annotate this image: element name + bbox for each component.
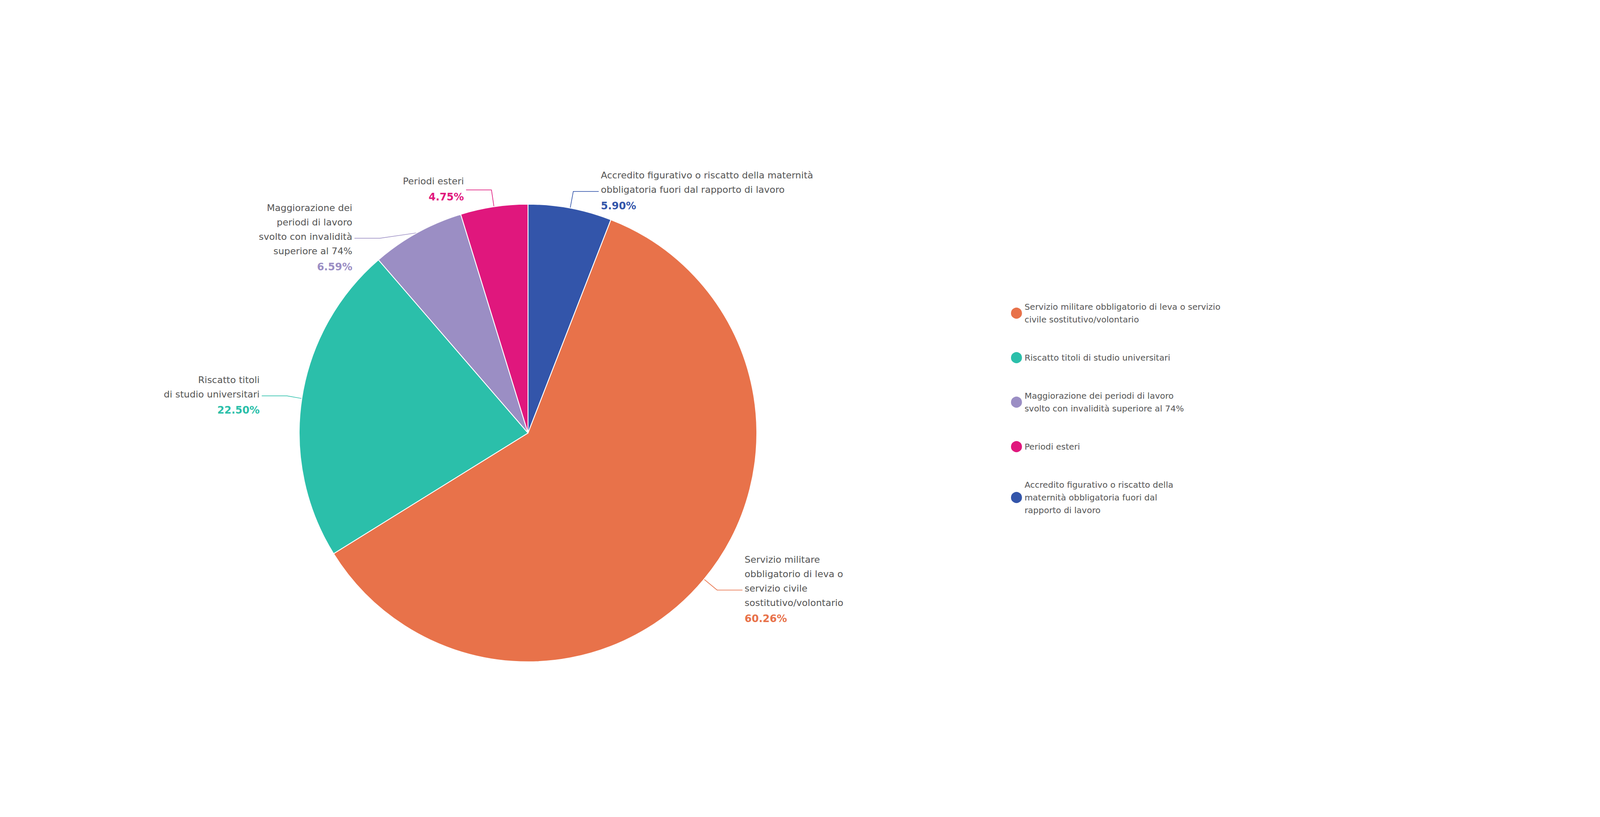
svg-text:Riscatto titoli: Riscatto titoli [197,374,260,386]
svg-text:Periodi esteri: Periodi esteri [402,175,464,187]
svg-text:rapporto di lavoro: rapporto di lavoro [1024,505,1101,516]
svg-text:60.26%: 60.26% [744,612,787,625]
svg-text:di studio universitari: di studio universitari [163,388,260,400]
svg-text:obbligatorio di leva o: obbligatorio di leva o [744,568,843,580]
svg-text:maternità obbligatoria fuori d: maternità obbligatoria fuori dal [1024,492,1158,503]
svg-text:Riscatto titoli di studio univ: Riscatto titoli di studio universitari [1024,352,1171,363]
svg-text:sostitutivo/volontario: sostitutivo/volontario [744,597,844,609]
svg-text:Accredito figurativo o riscatt: Accredito figurativo o riscatto della ma… [600,169,814,181]
svg-text:obbligatoria fuori dal rapport: obbligatoria fuori dal rapporto di lavor… [600,184,785,195]
svg-text:6.59%: 6.59% [316,261,353,273]
svg-text:civile sostitutivo/volontario: civile sostitutivo/volontario [1024,314,1139,325]
svg-text:Periodi esteri: Periodi esteri [1024,441,1081,452]
svg-text:superiore al 74%: superiore al 74% [273,245,353,257]
svg-text:Servizio militare: Servizio militare [744,554,820,565]
svg-text:servizio civile: servizio civile [744,583,808,594]
svg-text:svolto con invalidità: svolto con invalidità [258,231,353,242]
svg-text:22.50%: 22.50% [217,404,260,417]
svg-text:4.75%: 4.75% [428,191,464,203]
svg-text:Servizio militare obbligatorio: Servizio militare obbligatorio di leva o… [1024,301,1221,312]
svg-text:svolto con invalidità superior: svolto con invalidità superiore al 74% [1024,403,1184,414]
svg-text:Accredito figurativo o riscatt: Accredito figurativo o riscatto della [1024,479,1174,490]
svg-text:5.90%: 5.90% [600,200,637,212]
svg-text:Maggiorazione dei: Maggiorazione dei [266,202,353,214]
svg-text:Maggiorazione dei periodi di l: Maggiorazione dei periodi di lavoro [1024,390,1174,401]
svg-text:periodi di lavoro: periodi di lavoro [276,216,353,228]
